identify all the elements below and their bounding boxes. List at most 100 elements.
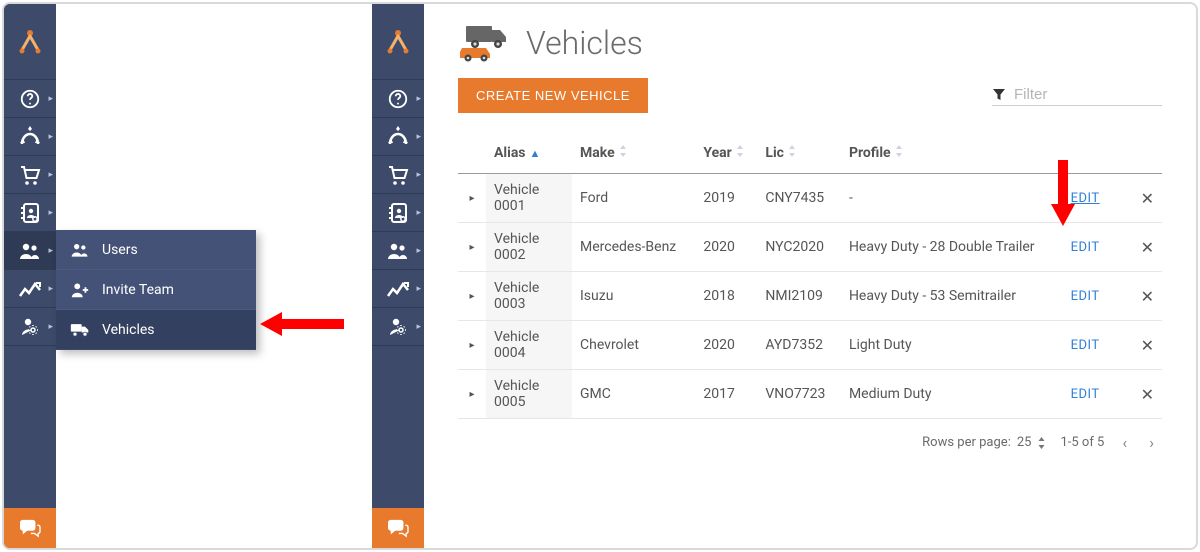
pager-range: 1-5 of 5 — [1060, 435, 1104, 450]
chat-button[interactable] — [372, 508, 424, 548]
edit-link[interactable]: EDIT — [1071, 289, 1100, 304]
column-header-lic[interactable]: Lic — [757, 135, 841, 174]
logo-icon — [15, 27, 45, 57]
chevron-right-icon: ▸ — [416, 132, 421, 142]
cell-profile: Heavy Duty - 28 Double Trailer — [841, 223, 1063, 272]
chat-button[interactable] — [4, 508, 56, 548]
nav-item-analytics[interactable]: ▸ — [4, 270, 56, 308]
annotation-arrow-down — [1051, 160, 1075, 226]
row-delete[interactable]: ✕ — [1133, 321, 1162, 370]
main-panel: Vehicles CREATE NEW VEHICLE Alias▲ Make Ye… — [424, 4, 1196, 548]
cell-year: 2018 — [695, 272, 757, 321]
column-label: Lic — [765, 145, 784, 161]
cell-lic: VNO7723 — [757, 370, 841, 419]
pager-prev[interactable]: ‹ — [1118, 433, 1131, 452]
column-header-make[interactable]: Make — [572, 135, 695, 174]
nav-item-settings[interactable]: ▸ — [372, 308, 424, 346]
cell-make: Isuzu — [572, 272, 695, 321]
flyout-item-label: Users — [102, 242, 138, 258]
edit-link[interactable]: EDIT — [1071, 387, 1100, 402]
cart-icon — [386, 164, 410, 186]
cell-profile: Heavy Duty - 53 Semitrailer — [841, 272, 1063, 321]
cell-year: 2017 — [695, 370, 757, 419]
row-expander[interactable]: ▸ — [458, 321, 486, 370]
filter-box — [992, 86, 1162, 106]
chevron-right-icon: ▸ — [416, 246, 421, 256]
cell-make: Ford — [572, 174, 695, 223]
people-icon — [70, 240, 90, 260]
filter-input[interactable] — [1014, 86, 1162, 103]
flyout-item-vehicles[interactable]: Vehicles — [56, 310, 256, 350]
nav-item-help[interactable]: ▸ — [372, 80, 424, 118]
nav-item-team[interactable]: ▸ — [4, 232, 56, 270]
cell-alias: Vehicle 0001 — [486, 174, 572, 223]
column-header-profile[interactable]: Profile — [841, 135, 1063, 174]
edit-link[interactable]: EDIT — [1071, 240, 1100, 255]
sort-icon — [736, 147, 744, 160]
person-gear-icon — [387, 316, 409, 338]
nav-item-orders[interactable]: ▸ — [372, 156, 424, 194]
sort-icon — [895, 147, 903, 160]
chevron-right-icon: ▸ — [416, 284, 421, 294]
cell-year: 2019 — [695, 174, 757, 223]
row-delete[interactable]: ✕ — [1133, 174, 1162, 223]
address-book-icon — [387, 202, 409, 224]
sidebar-right: ▸ ▸ ▸ ▸ ▸ ▸ ▸ — [372, 4, 424, 548]
nav-item-address[interactable]: ▸ — [372, 194, 424, 232]
row-expander[interactable]: ▸ — [458, 272, 486, 321]
chevron-right-icon: ▸ — [416, 94, 421, 104]
cell-alias: Vehicle 0004 — [486, 321, 572, 370]
row-expander[interactable]: ▸ — [458, 370, 486, 419]
page-title: Vehicles — [526, 24, 643, 62]
cell-alias: Vehicle 0005 — [486, 370, 572, 419]
row-expander[interactable]: ▸ — [458, 174, 486, 223]
nav-item-help[interactable]: ▸ — [4, 80, 56, 118]
nav-item-team[interactable]: ▸ — [372, 232, 424, 270]
row-delete[interactable]: ✕ — [1133, 370, 1162, 419]
nav-item-routes[interactable]: ▸ — [372, 118, 424, 156]
cart-icon — [18, 164, 42, 186]
nav-item-analytics[interactable]: ▸ — [372, 270, 424, 308]
app-logo — [4, 4, 56, 80]
row-delete[interactable]: ✕ — [1133, 272, 1162, 321]
annotation-arrow-left — [260, 312, 344, 336]
edit-link[interactable]: EDIT — [1071, 338, 1100, 353]
table-row: ▸Vehicle 0004Chevrolet2020AYD7352Light D… — [458, 321, 1162, 370]
column-header-year[interactable]: Year — [695, 135, 757, 174]
table-row: ▸Vehicle 0002Mercedes-Benz2020NYC2020Hea… — [458, 223, 1162, 272]
cell-make: GMC — [572, 370, 695, 419]
nav-item-routes[interactable]: ▸ — [4, 118, 56, 156]
table-row: ▸Vehicle 0005GMC2017VNO7723Medium Duty ED… — [458, 370, 1162, 419]
sort-icon — [619, 147, 627, 160]
cell-make: Chevrolet — [572, 321, 695, 370]
app-logo — [372, 4, 424, 80]
logo-icon — [383, 27, 413, 57]
rows-per-page-caret-icon[interactable] — [1037, 437, 1046, 449]
filter-icon — [992, 87, 1006, 101]
flyout-item-users[interactable]: Users — [56, 230, 256, 270]
column-header-alias[interactable]: Alias▲ — [486, 135, 572, 174]
column-label: Make — [580, 145, 615, 161]
sidebar-left: ▸▸▸▸▸▸▸ UsersInvite TeamVehicles — [4, 4, 56, 548]
nav-item-settings[interactable]: ▸ — [4, 308, 56, 346]
cell-profile: Medium Duty — [841, 370, 1063, 419]
create-vehicle-button[interactable]: CREATE NEW VEHICLE — [458, 78, 648, 113]
help-circle-icon — [387, 88, 409, 110]
nav-item-address[interactable]: ▸ — [4, 194, 56, 232]
sort-asc-icon: ▲ — [530, 147, 541, 160]
chevron-right-icon: ▸ — [416, 170, 421, 180]
cell-alias: Vehicle 0003 — [486, 272, 572, 321]
row-delete[interactable]: ✕ — [1133, 223, 1162, 272]
pager-next[interactable]: › — [1145, 433, 1158, 452]
cell-lic: CNY7435 — [757, 174, 841, 223]
nav-item-orders[interactable]: ▸ — [4, 156, 56, 194]
cell-year: 2020 — [695, 223, 757, 272]
flyout-item-invite-team[interactable]: Invite Team — [56, 270, 256, 310]
cell-lic: AYD7352 — [757, 321, 841, 370]
chevron-right-icon: ▸ — [48, 170, 53, 180]
table-row: ▸Vehicle 0003Isuzu2018NMI2109Heavy Duty … — [458, 272, 1162, 321]
chat-icon — [19, 518, 41, 538]
row-expander[interactable]: ▸ — [458, 223, 486, 272]
chart-line-icon — [18, 279, 42, 299]
rows-per-page-value[interactable]: 25 — [1017, 435, 1032, 450]
